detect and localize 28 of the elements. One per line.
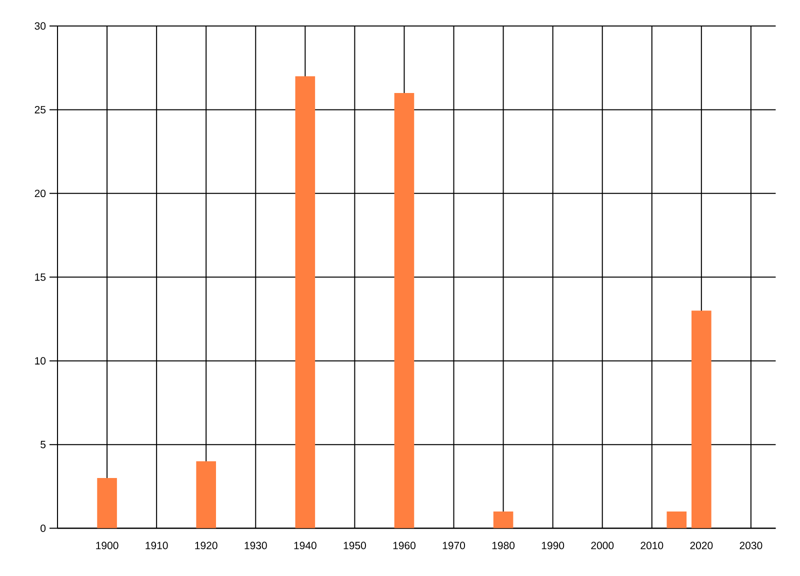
x-tick-label: 1960 bbox=[393, 542, 416, 550]
x-tick-label: 2020 bbox=[690, 542, 713, 550]
x-tick-label: 1900 bbox=[96, 542, 118, 550]
x-tick-label: 1930 bbox=[244, 542, 267, 550]
bar bbox=[196, 461, 216, 528]
y-tick-label: 20 bbox=[34, 190, 46, 198]
bar bbox=[394, 92, 414, 528]
x-tick-label: 1980 bbox=[492, 542, 515, 550]
x-tick-label: 1920 bbox=[195, 542, 218, 550]
y-tick-label: 15 bbox=[35, 273, 46, 281]
x-tick-label: 1910 bbox=[146, 542, 168, 550]
x-tick-label: 1970 bbox=[442, 542, 466, 550]
y-tick-label: 30 bbox=[34, 22, 46, 30]
bar bbox=[692, 310, 712, 528]
bar bbox=[97, 478, 117, 528]
x-tick-label: 2030 bbox=[740, 542, 762, 550]
x-tick-label: 1940 bbox=[294, 542, 316, 550]
x-tick-label: 1990 bbox=[542, 542, 564, 550]
y-tick-label: 0 bbox=[40, 524, 46, 532]
x-tick-label: 1950 bbox=[344, 542, 366, 550]
x-tick-label: 2010 bbox=[640, 542, 664, 550]
x-tick-label: 2000 bbox=[591, 542, 614, 550]
bar bbox=[295, 76, 316, 528]
bar bbox=[666, 512, 687, 528]
y-tick-label: 5 bbox=[40, 440, 46, 448]
bar bbox=[493, 512, 514, 528]
y-tick-label: 10 bbox=[35, 357, 46, 365]
y-tick-label: 25 bbox=[34, 106, 46, 114]
